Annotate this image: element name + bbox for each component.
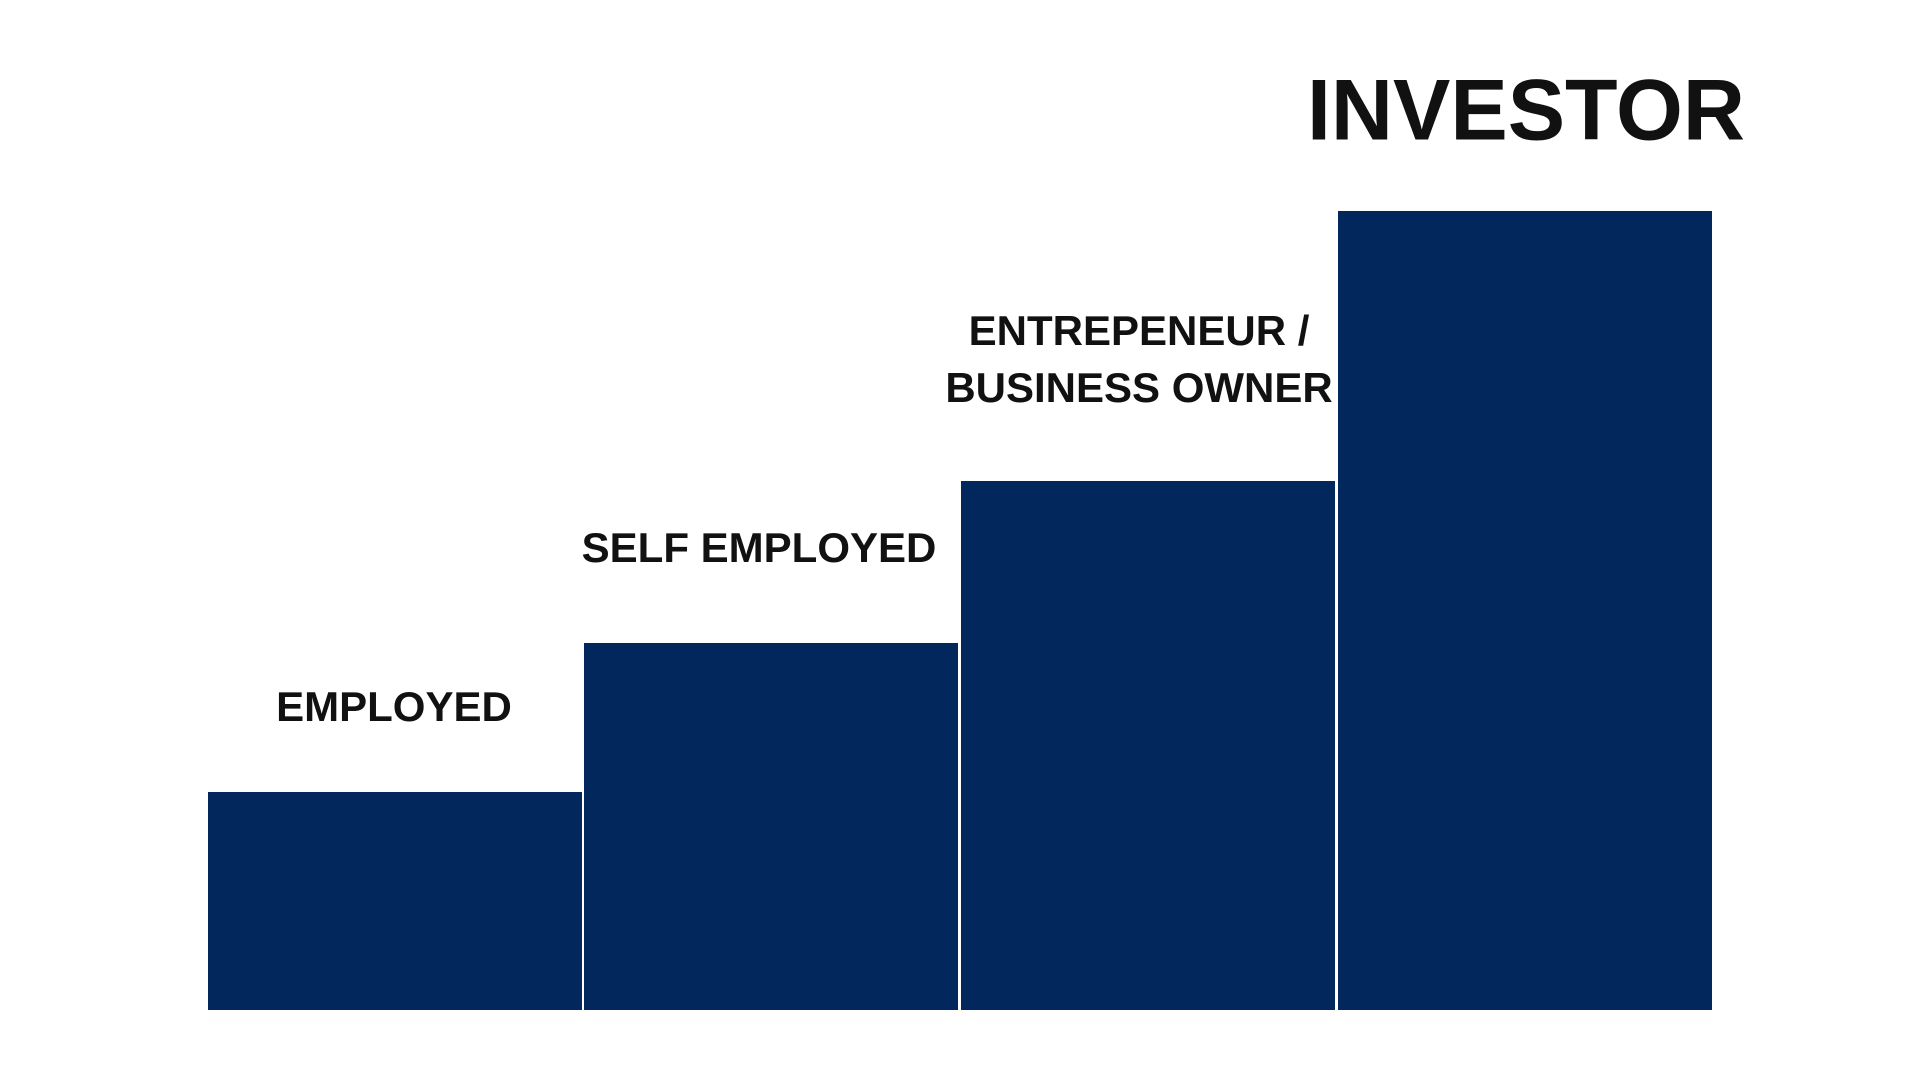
- step-label: INVESTOR: [1307, 63, 1745, 159]
- step-block: [208, 792, 582, 1010]
- step-label: EMPLOYED: [276, 683, 512, 730]
- step-block: [584, 643, 958, 1010]
- step-block: [961, 481, 1335, 1010]
- step-label: SELF EMPLOYED: [582, 524, 937, 571]
- step-label: BUSINESS OWNER: [945, 364, 1332, 411]
- step-block: [1338, 211, 1712, 1010]
- step-label: ENTREPENEUR /: [969, 307, 1310, 354]
